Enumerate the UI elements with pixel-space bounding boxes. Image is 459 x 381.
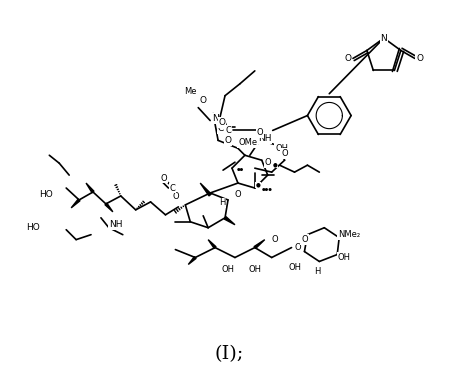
Polygon shape xyxy=(208,240,216,248)
Text: ●: ● xyxy=(255,182,260,187)
Text: ●: ● xyxy=(272,163,277,168)
Text: O: O xyxy=(301,235,308,244)
Text: HO: HO xyxy=(39,190,53,200)
Text: HO: HO xyxy=(27,223,40,232)
Text: O: O xyxy=(416,54,423,63)
Text: O: O xyxy=(264,158,271,167)
Text: O: O xyxy=(281,149,288,158)
Text: O: O xyxy=(224,136,231,145)
Text: NMe₂: NMe₂ xyxy=(338,230,360,239)
Text: OH: OH xyxy=(222,265,235,274)
Text: O: O xyxy=(160,174,167,182)
Text: O: O xyxy=(257,128,263,137)
Text: C: C xyxy=(218,124,224,133)
Text: ●●●: ●●● xyxy=(261,188,272,192)
Text: O: O xyxy=(235,190,241,200)
Text: NH: NH xyxy=(109,220,123,229)
Polygon shape xyxy=(71,199,80,208)
Text: NH: NH xyxy=(258,134,271,143)
Text: C: C xyxy=(169,184,175,192)
Polygon shape xyxy=(188,257,196,264)
Polygon shape xyxy=(105,203,113,212)
Text: (I);: (I); xyxy=(214,345,244,363)
Text: H: H xyxy=(219,199,225,207)
Text: OH: OH xyxy=(338,253,351,262)
Text: O: O xyxy=(271,235,278,244)
Polygon shape xyxy=(224,216,235,225)
Text: OH: OH xyxy=(248,265,261,274)
Text: O: O xyxy=(218,118,225,127)
Text: OH: OH xyxy=(275,144,288,153)
Text: ●●: ●● xyxy=(236,168,244,172)
Polygon shape xyxy=(86,183,94,193)
Text: N: N xyxy=(381,34,387,43)
Text: O: O xyxy=(294,243,301,252)
Text: Me: Me xyxy=(184,87,196,96)
Text: N: N xyxy=(212,114,218,123)
Text: O: O xyxy=(200,96,207,105)
Text: H: H xyxy=(314,267,320,276)
Text: O: O xyxy=(172,192,179,202)
Text: OMe: OMe xyxy=(238,138,257,147)
Polygon shape xyxy=(254,240,265,248)
Text: C: C xyxy=(225,126,231,135)
Text: O: O xyxy=(345,54,352,63)
Text: OH: OH xyxy=(288,263,301,272)
Polygon shape xyxy=(200,183,211,196)
